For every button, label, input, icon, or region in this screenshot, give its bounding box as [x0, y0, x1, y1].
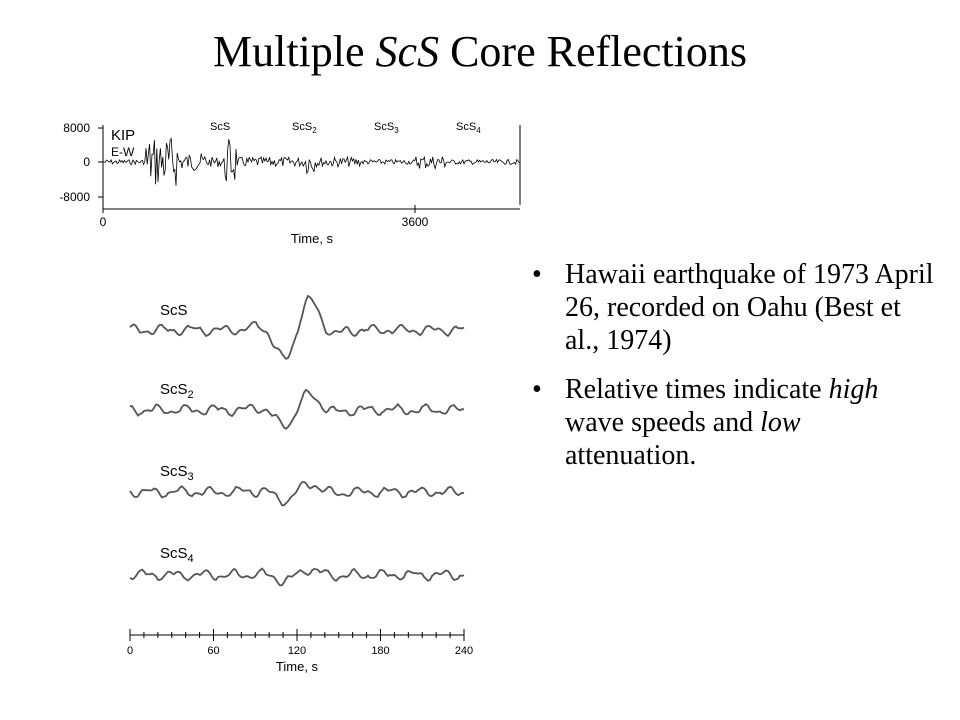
x-tick-3600: 3600: [402, 215, 429, 229]
scs3-trace: [129, 480, 465, 507]
scs2-trace: [129, 388, 465, 430]
trace-label-scs4: ScS4: [160, 545, 194, 565]
trace-label-scs3: ScS3: [160, 463, 194, 483]
top-seismogram: 8000 0 -8000 KIP E-W ScS ScS2 ScS3 ScS4 …: [60, 121, 521, 246]
y-tick-0: 0: [83, 155, 90, 169]
title-italic: ScS: [375, 27, 440, 76]
top-x-axis-label: Time, s: [291, 231, 334, 246]
slide-title: Multiple ScS Core Reflections: [212, 27, 747, 76]
bullet-item: • Hawaii earthquake of 1973 April 26, rec…: [532, 259, 934, 356]
stacked-phase-traces: ScS ScS2 ScS3 ScS4 0 60 120 180 240 Time…: [127, 294, 473, 674]
phase-label-scs2: ScS2: [292, 121, 317, 135]
bottom-x-axis-label: Time, s: [276, 659, 319, 674]
x-tick-120: 120: [288, 645, 306, 657]
bullet-list: • Hawaii earthquake of 1973 April 26, rec…: [528, 258, 938, 488]
phase-label-scs3: ScS3: [374, 121, 399, 135]
x-tick-240: 240: [455, 645, 473, 657]
kip-seismogram-trace: [103, 137, 520, 186]
x-tick-0: 0: [100, 215, 107, 229]
phase-label-scs4: ScS4: [456, 121, 481, 135]
trace-label-scs2: ScS2: [160, 381, 194, 401]
x-tick-0: 0: [127, 645, 133, 657]
x-tick-60: 60: [207, 645, 219, 657]
bullet-item: • Relative times indicate high wave speed…: [532, 374, 879, 471]
scs-trace: [129, 294, 465, 360]
x-tick-180: 180: [371, 645, 389, 657]
scs4-trace: [129, 567, 465, 587]
station-label: KIP: [111, 127, 135, 144]
y-tick-neg8000: -8000: [60, 190, 90, 204]
phase-label-scs: ScS: [210, 121, 230, 133]
component-label: E-W: [111, 145, 135, 159]
trace-label-scs: ScS: [160, 302, 188, 319]
y-tick-8000: 8000: [63, 121, 90, 135]
